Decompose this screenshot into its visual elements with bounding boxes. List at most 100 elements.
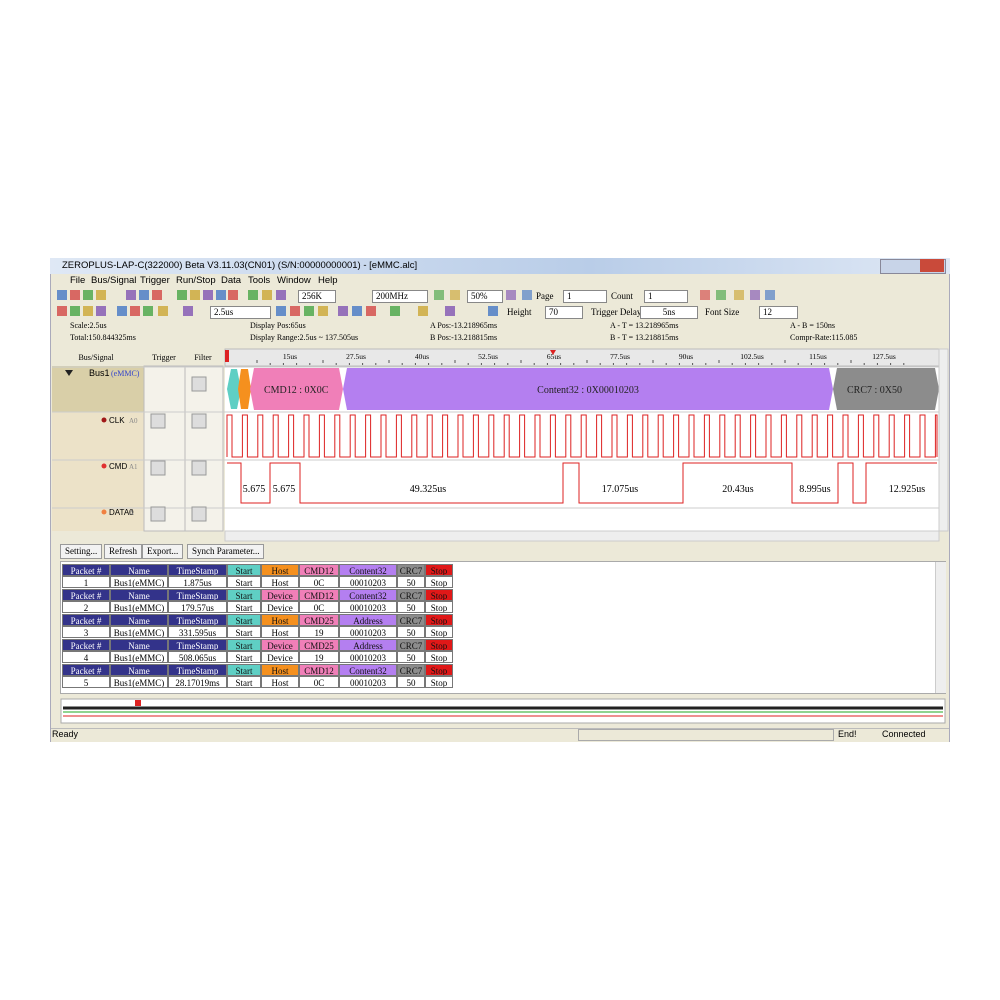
- sample-rate[interactable]: 200MHz: [372, 290, 428, 303]
- menu-item[interactable]: Run/Stop: [176, 275, 216, 286]
- toolbar-icon[interactable]: [96, 290, 106, 300]
- close-button[interactable]: [920, 259, 944, 272]
- packet-header-cell: TimeStamp: [168, 664, 227, 676]
- toolbar-icon[interactable]: [83, 306, 93, 316]
- toolbar-icon[interactable]: [130, 306, 140, 316]
- button[interactable]: Refresh: [104, 544, 142, 559]
- toolbar-icon[interactable]: [338, 306, 348, 316]
- count[interactable]: 1: [644, 290, 688, 303]
- toolbar-icon[interactable]: [183, 306, 193, 316]
- toolbar-icon[interactable]: [418, 306, 428, 316]
- toolbar-icon[interactable]: [143, 306, 153, 316]
- menu-item[interactable]: File: [70, 275, 86, 286]
- toolbar-icon[interactable]: [352, 306, 362, 316]
- packet-header-cell: Start: [227, 639, 261, 651]
- packet-value-cell: Stop: [425, 626, 453, 638]
- toolbar-icon[interactable]: [318, 306, 328, 316]
- packet-header-cell: Stop: [425, 614, 453, 626]
- packet-header-cell: Address: [339, 614, 397, 626]
- packet-header-cell: TimeStamp: [168, 639, 227, 651]
- filter-icon: [191, 376, 207, 392]
- packet-header-cell: CMD25: [299, 639, 339, 651]
- toolbar-icon[interactable]: [139, 290, 149, 300]
- toolbar-icon[interactable]: [290, 306, 300, 316]
- height-label: Height: [507, 307, 532, 317]
- cursor-a: [550, 350, 556, 355]
- toolbar-icon[interactable]: [57, 290, 67, 300]
- toolbar-icon[interactable]: [152, 290, 162, 300]
- toolbar-icon[interactable]: [700, 290, 710, 300]
- packet-value-cell: Stop: [425, 576, 453, 588]
- signal-name: DATA0: [109, 508, 134, 517]
- packet-value-cell: 50: [397, 626, 425, 638]
- toolbar-icon[interactable]: [70, 306, 80, 316]
- sample-depth[interactable]: 256K: [298, 290, 336, 303]
- height[interactable]: 70: [545, 306, 583, 319]
- toolbar-icon[interactable]: [488, 306, 498, 316]
- toolbar-icon[interactable]: [445, 306, 455, 316]
- zoom[interactable]: 50%: [467, 290, 503, 303]
- packet-value-cell: Host: [261, 626, 299, 638]
- toolbar-icon[interactable]: [70, 290, 80, 300]
- button[interactable]: Export...: [142, 544, 184, 559]
- page[interactable]: 1: [563, 290, 607, 303]
- font-size[interactable]: 12: [759, 306, 798, 319]
- toolbar-icon[interactable]: [390, 306, 400, 316]
- toolbar-icon[interactable]: [262, 290, 272, 300]
- toolbar-icon[interactable]: [117, 306, 127, 316]
- expand-arrow: [65, 370, 73, 376]
- toolbar-icon[interactable]: [765, 290, 775, 300]
- packet-value-cell: 50: [397, 601, 425, 613]
- toolbar-icon[interactable]: [276, 290, 286, 300]
- menu-item[interactable]: Bus/Signal: [91, 275, 137, 286]
- packet-header-cell: TimeStamp: [168, 589, 227, 601]
- info-panel: [51, 320, 949, 344]
- toolbar-icon[interactable]: [276, 306, 286, 316]
- button[interactable]: Setting...: [60, 544, 103, 559]
- toolbar-icon[interactable]: [203, 290, 213, 300]
- toolbar-icon[interactable]: [190, 290, 200, 300]
- toolbar-icon[interactable]: [177, 290, 187, 300]
- packet-header-cell: Start: [227, 564, 261, 576]
- toolbar-icon[interactable]: [228, 290, 238, 300]
- packet-header-cell: Stop: [425, 564, 453, 576]
- menu-item[interactable]: Window: [277, 275, 311, 286]
- packet-value-cell: 2: [62, 601, 110, 613]
- toolbar-icon[interactable]: [83, 290, 93, 300]
- toolbar-icon[interactable]: [434, 290, 444, 300]
- packet-value-cell: Stop: [425, 676, 453, 688]
- packet-scrollbar[interactable]: [935, 562, 946, 693]
- toolbar-icon[interactable]: [158, 306, 168, 316]
- info-text: B Pos:-13.218815ms: [430, 333, 498, 342]
- toolbar-icon[interactable]: [450, 290, 460, 300]
- ruler-label: 102.5us: [740, 352, 764, 361]
- toolbar-icon[interactable]: [506, 290, 516, 300]
- packet-header-cell: Stop: [425, 639, 453, 651]
- toolbar-icon[interactable]: [366, 306, 376, 316]
- toolbar-icon[interactable]: [57, 306, 67, 316]
- signal-name: CMD: [109, 462, 127, 471]
- toolbar-icon[interactable]: [248, 290, 258, 300]
- scale-select[interactable]: 2.5us: [210, 306, 271, 319]
- trigger-col: [143, 365, 186, 532]
- toolbar-icon[interactable]: [126, 290, 136, 300]
- packet-value-cell: 00010203: [339, 576, 397, 588]
- info-text: Scale:2.5us: [70, 321, 107, 330]
- button[interactable]: Synch Parameter...: [187, 544, 265, 559]
- toolbar-icon[interactable]: [750, 290, 760, 300]
- toolbar-icon[interactable]: [216, 290, 226, 300]
- menu-item[interactable]: Tools: [248, 275, 271, 286]
- trigger-delay[interactable]: 5ns: [640, 306, 698, 319]
- toolbar-icon[interactable]: [522, 290, 532, 300]
- cmd-duration: 5.675: [243, 484, 266, 495]
- menu-item[interactable]: Data: [221, 275, 242, 286]
- menu-item[interactable]: Help: [318, 275, 338, 286]
- packet-header-cell: Address: [339, 639, 397, 651]
- menu-item[interactable]: Trigger: [140, 275, 170, 286]
- toolbar-icon[interactable]: [96, 306, 106, 316]
- toolbar-icon[interactable]: [734, 290, 744, 300]
- packet-header-cell: Host: [261, 664, 299, 676]
- toolbar-icon[interactable]: [716, 290, 726, 300]
- toolbar-icon[interactable]: [304, 306, 314, 316]
